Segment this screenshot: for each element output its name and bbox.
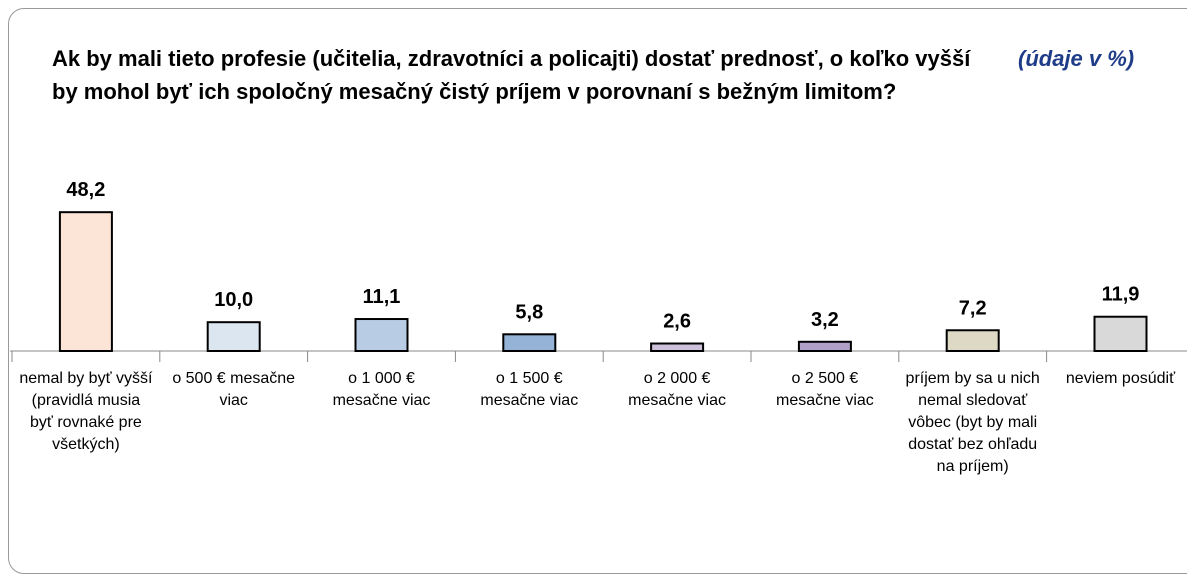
bar xyxy=(1093,315,1148,352)
x-tick-label: o 1 000 € mesačne viac xyxy=(332,370,431,409)
annotation: (údaje v %) xyxy=(1018,46,1135,71)
data-label: 10,0 xyxy=(214,289,253,311)
bar xyxy=(354,318,409,353)
bar xyxy=(797,340,852,352)
x-tick-label: o 2 000 € mesačne viac xyxy=(628,370,726,409)
x-tick-label: nemal by byť vyšší (pravidlá musia byť r… xyxy=(19,370,153,453)
data-label: 2,6 xyxy=(663,311,691,333)
x-tick-label: o 2 500 € mesačne viac xyxy=(775,370,874,409)
frame xyxy=(8,8,1187,574)
x-tick-label: neviem posúdiť xyxy=(1065,370,1176,387)
data-label: 5,8 xyxy=(515,301,543,323)
x-tick-label: príjem by sa u nich nemal sledovať vôbec… xyxy=(905,370,1040,475)
x-tick-label: o 1 500 € mesačne viac xyxy=(480,370,579,409)
bar xyxy=(58,211,113,352)
data-label: 7,2 xyxy=(959,297,987,319)
data-label: 48,2 xyxy=(66,179,105,201)
bar xyxy=(945,329,1000,353)
bar xyxy=(502,333,557,352)
data-label: 11,1 xyxy=(363,286,401,308)
bar xyxy=(206,321,261,353)
bar xyxy=(650,342,705,352)
chart-title: Ak by mali tieto profesie (učitelia, zdr… xyxy=(52,46,971,104)
data-label: 3,2 xyxy=(811,309,839,331)
x-tick-label: o 500 € mesačne viac xyxy=(172,370,296,409)
data-label: 11,9 xyxy=(1102,284,1140,306)
